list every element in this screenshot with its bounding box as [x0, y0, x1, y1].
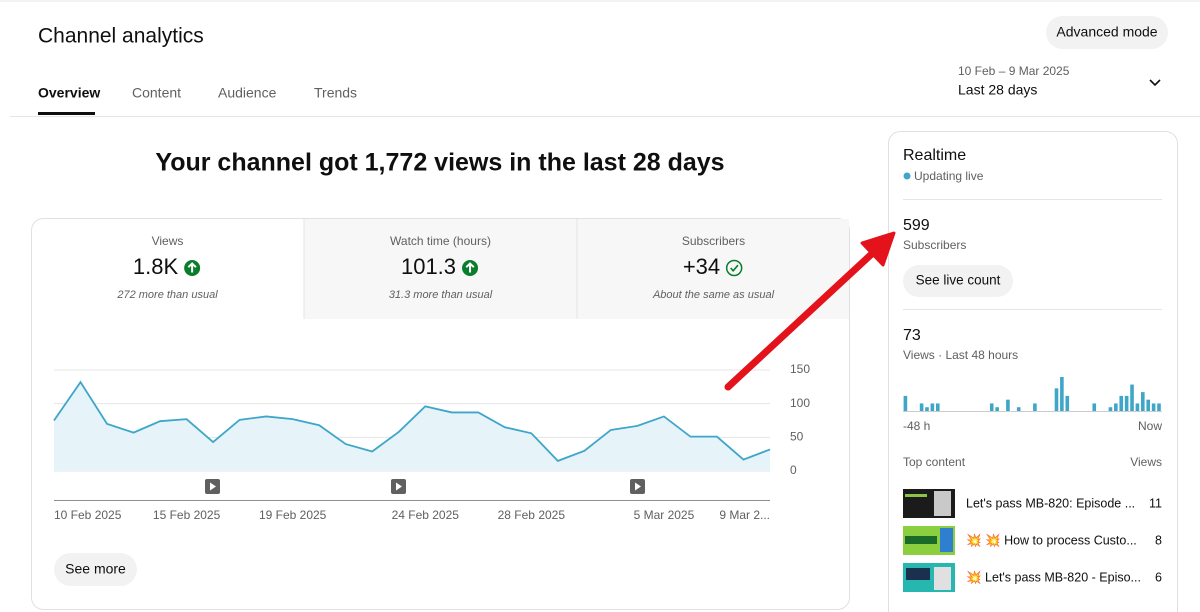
bar: [903, 395, 908, 411]
content-title[interactable]: Let's pass MB-820: Episode ...: [966, 496, 1135, 510]
bar: [1065, 395, 1070, 411]
check-icon: [725, 259, 743, 277]
realtime-title: Realtime: [903, 147, 966, 164]
metric-value[interactable]: 101.3: [401, 254, 456, 279]
bar: [1119, 395, 1124, 411]
metric-value[interactable]: 1.8K: [133, 254, 179, 279]
live-count-button[interactable]: [903, 265, 1013, 297]
x-tick-label: 28 Feb 2025: [498, 508, 566, 522]
metric-note[interactable]: About the same as usual: [652, 289, 775, 301]
advanced-mode-button[interactable]: [1046, 16, 1168, 49]
bar: [1141, 392, 1145, 411]
y-tick-label: 150: [790, 362, 810, 376]
realtime-card: [888, 131, 1178, 612]
bar: [1124, 395, 1129, 411]
video-marker[interactable]: [205, 479, 220, 494]
tab[interactable]: Audience: [218, 85, 277, 101]
period[interactable]: Last 28 days: [958, 82, 1037, 98]
bar: [1130, 384, 1134, 411]
tab[interactable]: Trends: [314, 85, 357, 101]
bar: [1054, 388, 1059, 411]
bar: [1135, 403, 1140, 411]
metric-label[interactable]: Views: [152, 234, 184, 248]
live-count-label[interactable]: See live count: [916, 273, 1001, 288]
area: [54, 382, 770, 471]
bar: [1060, 377, 1064, 411]
bar: [930, 403, 935, 411]
metric-note[interactable]: 31.3 more than usual: [389, 289, 493, 301]
page-title: Channel analytics: [38, 25, 204, 48]
bar: [935, 403, 940, 411]
views-count: 73: [903, 327, 921, 344]
x-tick-label: 19 Feb 2025: [259, 508, 327, 522]
x-tick-label: 9 Mar 2...: [719, 508, 770, 522]
bar: [1146, 399, 1151, 411]
see-more-label[interactable]: See more: [65, 561, 126, 577]
bar: [925, 407, 929, 411]
x-tick-label: Now: [1138, 419, 1162, 433]
bar: [1151, 403, 1156, 411]
annotation-arrow: [724, 231, 896, 391]
bar: [1114, 403, 1118, 411]
bar: [1092, 403, 1097, 411]
line: [53, 380, 771, 462]
bar: [1006, 399, 1010, 411]
headline: Your channel got 1,772 views in the last…: [155, 149, 724, 177]
subscriber-label: Subscribers: [903, 238, 966, 252]
bar: [995, 407, 999, 411]
realtime-status: Updating live: [914, 169, 984, 183]
video-marker[interactable]: [630, 479, 645, 494]
bar: [919, 403, 924, 411]
metric-label[interactable]: Subscribers: [682, 234, 745, 248]
content-views: 6: [1155, 570, 1162, 584]
bar: [1033, 403, 1037, 411]
advanced-mode-label[interactable]: Advanced mode: [1056, 24, 1157, 40]
tab[interactable]: Overview: [38, 85, 100, 101]
video-marker[interactable]: [391, 479, 406, 494]
up-icon: [462, 260, 479, 276]
thumbnail-text: [906, 568, 930, 580]
y-tick-label: 0: [790, 463, 797, 477]
top-content-views-header: Views: [1130, 455, 1162, 469]
tab[interactable]: Content: [132, 85, 181, 101]
metric-note[interactable]: 272 more than usual: [116, 289, 218, 301]
content-title[interactable]: 💥 💥 How to process Custo...: [966, 532, 1137, 548]
content-views: 8: [1155, 533, 1162, 547]
thumbnail-text: [905, 536, 937, 544]
thumbnail-figure: [934, 491, 951, 516]
live-dot: [903, 172, 911, 180]
y-tick-label: 50: [790, 430, 804, 444]
date-range[interactable]: 10 Feb – 9 Mar 2025: [958, 64, 1070, 78]
views-label: Views · Last 48 hours: [903, 348, 1018, 362]
bar: [989, 403, 994, 411]
x-tick-label: -48 h: [903, 419, 930, 433]
see-more-button[interactable]: [54, 553, 137, 586]
top-content-title: Top content: [903, 455, 966, 469]
y-tick-label: 100: [790, 396, 810, 410]
thumbnail-figure: [940, 528, 953, 552]
metric-value[interactable]: +34: [683, 254, 720, 279]
up-icon: [184, 260, 201, 276]
x-tick-label: 24 Feb 2025: [392, 508, 460, 522]
content-title[interactable]: 💥 Let's pass MB-820 - Episo...: [966, 569, 1141, 585]
bar: [1157, 403, 1161, 411]
x-tick-label: 15 Feb 2025: [153, 508, 221, 522]
thumbnail-text: [905, 494, 927, 497]
subscriber-count: 599: [903, 217, 930, 234]
bar: [1016, 407, 1021, 411]
period-dropdown[interactable]: [1149, 79, 1161, 87]
metric-label[interactable]: Watch time (hours): [390, 234, 491, 248]
tab-underline: [38, 112, 95, 115]
thumbnail-figure: [934, 567, 951, 590]
content-views: 11: [1149, 496, 1162, 510]
x-tick-label: 10 Feb 2025: [54, 508, 122, 522]
x-tick-label: 5 Mar 2025: [634, 508, 695, 522]
bar: [1108, 407, 1113, 411]
